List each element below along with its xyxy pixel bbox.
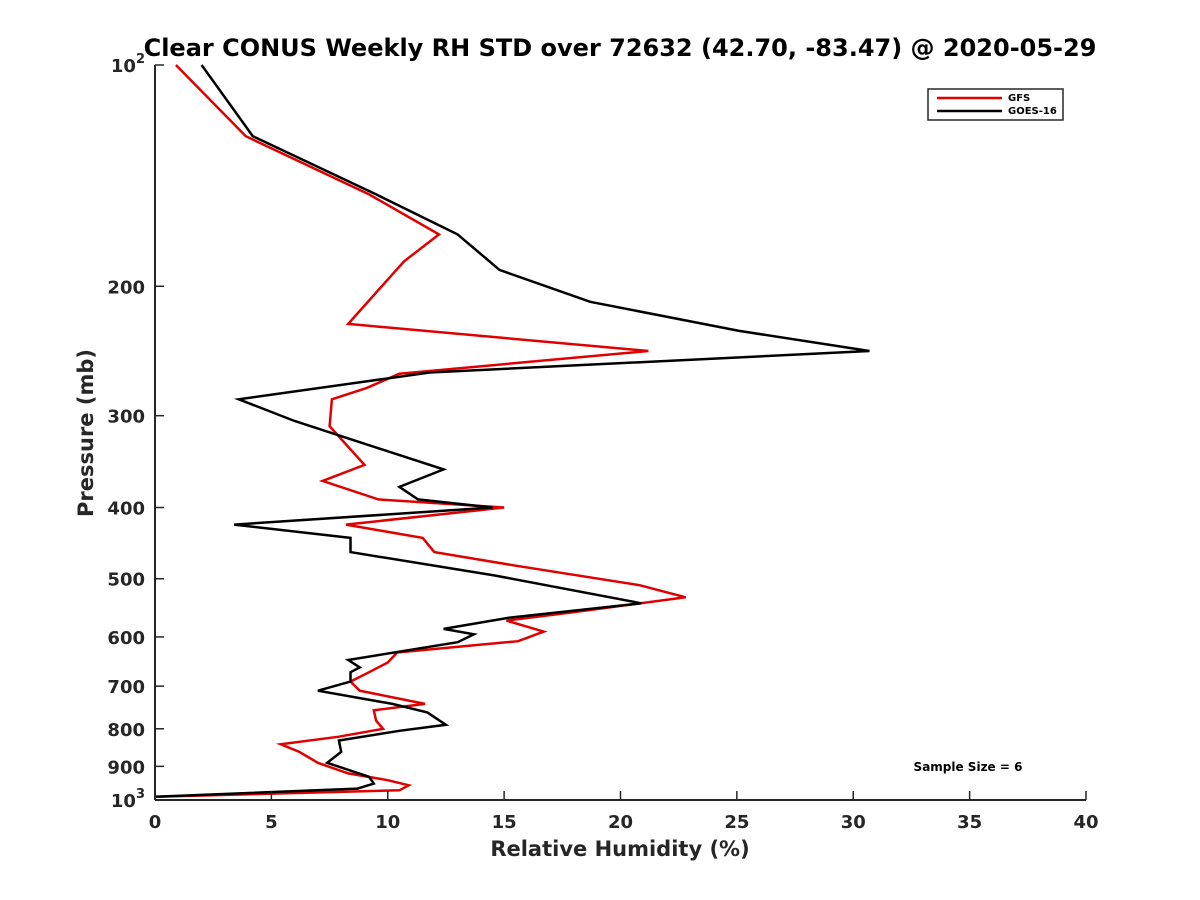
x-tick-label: 10 xyxy=(375,812,400,833)
sample-size-annotation: Sample Size = 6 xyxy=(914,760,1023,774)
x-tick-label: 25 xyxy=(724,812,749,833)
y-tick-label: 200 xyxy=(107,277,145,298)
x-tick-label: 35 xyxy=(957,812,982,833)
y-tick-label: 900 xyxy=(107,757,145,778)
y-tick-label: 300 xyxy=(107,407,145,428)
legend-label-gfs: GFS xyxy=(1008,93,1030,104)
y-tick-label: 400 xyxy=(107,499,145,520)
legend: GFS GOES-16 xyxy=(927,88,1064,121)
y-tick-label: 600 xyxy=(107,628,145,649)
legend-box xyxy=(927,88,1064,121)
series-line-goes-16 xyxy=(154,64,870,799)
x-tick-label: 0 xyxy=(149,812,162,833)
x-tick-label: 15 xyxy=(492,812,517,833)
chart-title: Clear CONUS Weekly RH STD over 72632 (42… xyxy=(144,34,1097,62)
x-tick-label: 5 xyxy=(265,812,278,833)
x-axis-label: Relative Humidity (%) xyxy=(490,837,749,861)
legend-label-goes-16: GOES-16 xyxy=(1008,106,1057,117)
y-tick-label: 102 xyxy=(111,52,145,77)
series-line-gfs xyxy=(154,64,687,799)
y-tick-label: 500 xyxy=(107,570,145,591)
y-tick-label: 700 xyxy=(107,677,145,698)
x-tick-label: 30 xyxy=(841,812,866,833)
x-tick-label: 40 xyxy=(1073,812,1098,833)
y-tick-label: 800 xyxy=(107,720,145,741)
y-tick-label: 103 xyxy=(111,787,145,812)
series-lines xyxy=(154,64,870,799)
x-tick-label: 20 xyxy=(608,812,633,833)
y-ticks: 102 200 300 400 500 600 700 800 900 103 xyxy=(107,52,164,812)
y-axis-label: Pressure (mb) xyxy=(74,349,98,517)
axes xyxy=(154,65,1086,801)
x-ticks: 0 5 10 15 20 25 30 35 40 xyxy=(149,791,1099,833)
